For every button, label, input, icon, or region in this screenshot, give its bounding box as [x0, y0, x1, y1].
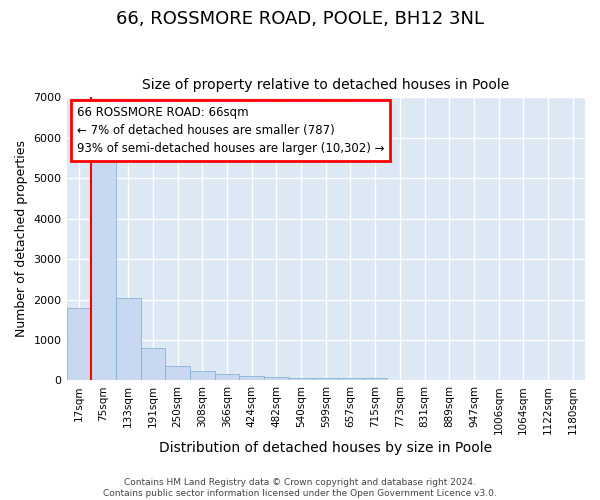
- Text: Contains HM Land Registry data © Crown copyright and database right 2024.
Contai: Contains HM Land Registry data © Crown c…: [103, 478, 497, 498]
- Bar: [239, 376, 264, 380]
- Text: 66, ROSSMORE ROAD, POOLE, BH12 3NL: 66, ROSSMORE ROAD, POOLE, BH12 3NL: [116, 10, 484, 28]
- Y-axis label: Number of detached properties: Number of detached properties: [15, 140, 28, 338]
- X-axis label: Distribution of detached houses by size in Poole: Distribution of detached houses by size …: [159, 441, 493, 455]
- Bar: [67, 308, 91, 380]
- Bar: [264, 377, 289, 380]
- Bar: [289, 378, 313, 380]
- Bar: [363, 378, 388, 380]
- Text: 66 ROSSMORE ROAD: 66sqm
← 7% of detached houses are smaller (787)
93% of semi-de: 66 ROSSMORE ROAD: 66sqm ← 7% of detached…: [77, 106, 385, 155]
- Bar: [215, 374, 239, 380]
- Title: Size of property relative to detached houses in Poole: Size of property relative to detached ho…: [142, 78, 509, 92]
- Bar: [313, 378, 338, 380]
- Bar: [91, 148, 116, 380]
- Bar: [116, 298, 140, 380]
- Bar: [190, 370, 215, 380]
- Bar: [338, 378, 363, 380]
- Bar: [165, 366, 190, 380]
- Bar: [140, 348, 165, 380]
